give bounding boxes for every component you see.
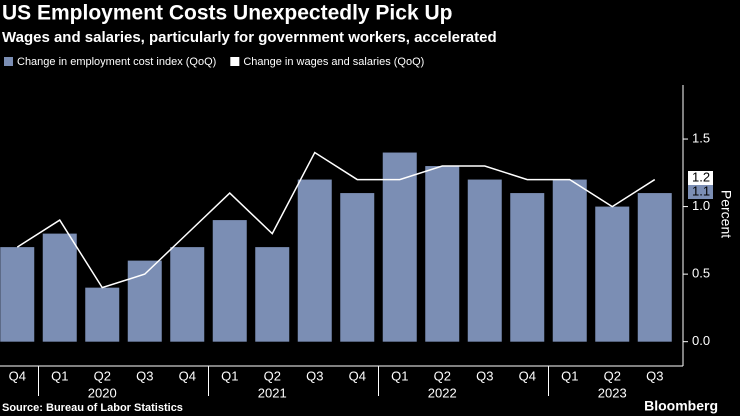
line	[16, 151, 656, 289]
x-tick-label: Q3	[306, 368, 323, 383]
bar	[127, 260, 162, 342]
legend-label: Change in employment cost index (QoQ)	[17, 56, 216, 68]
bar	[340, 193, 375, 342]
bar	[297, 179, 332, 342]
x-tick-label: Q3	[136, 368, 153, 383]
legend-label: Change in wages and salaries (QoQ)	[243, 56, 424, 68]
x-tick-label: Q4	[9, 368, 26, 383]
bar	[212, 220, 247, 342]
x-tick-label: Q3	[476, 368, 493, 383]
chart-subtitle: Wages and salaries, particularly for gov…	[2, 29, 497, 46]
x-tick-label: Q1	[561, 368, 578, 383]
value-label: 1.1	[692, 183, 710, 198]
x-tick-label: Q4	[519, 368, 536, 383]
bar	[382, 152, 417, 342]
x-tick-label: Q3	[646, 368, 663, 383]
x-tick-label: Q2	[604, 368, 621, 383]
y-tick-label: 1.5	[692, 130, 710, 145]
brand: Bloomberg	[644, 398, 718, 414]
value-label: 1.2	[692, 169, 710, 184]
bar	[42, 233, 77, 342]
x-tick-label: Q2	[434, 368, 451, 383]
bar	[637, 193, 672, 342]
y-tick-label: 0.0	[692, 333, 710, 348]
x-group-label: 2020	[88, 385, 117, 400]
x-tick-label: Q1	[221, 368, 238, 383]
x-group-label: 2023	[598, 385, 627, 400]
x-tick-label: Q1	[51, 368, 68, 383]
x-tick-label: Q4	[179, 368, 196, 383]
bar	[510, 193, 545, 342]
x-tick-label: Q4	[349, 368, 366, 383]
x-group-label: 2022	[428, 385, 457, 400]
bar	[552, 179, 587, 342]
bar	[425, 166, 460, 342]
x-tick-label: Q2	[94, 368, 111, 383]
x-group-label: 2021	[258, 385, 287, 400]
source: Source: Bureau of Labor Statistics	[2, 402, 183, 414]
y-tick-label: 1.0	[692, 198, 710, 213]
chart-title: US Employment Costs Unexpectedly Pick Up	[2, 2, 452, 25]
bar	[595, 206, 630, 342]
value-label-box	[688, 171, 713, 185]
bar	[85, 287, 120, 342]
bar	[0, 247, 35, 342]
x-tick-label: Q2	[264, 368, 281, 383]
y-axis-title: Percent	[718, 190, 734, 238]
legend-swatch	[230, 57, 240, 66]
value-label-box	[688, 185, 713, 199]
bar	[467, 179, 502, 342]
legend-swatch	[4, 57, 13, 66]
x-tick-label: Q1	[391, 368, 408, 383]
bar	[255, 247, 290, 342]
y-tick-label: 0.5	[692, 266, 710, 281]
bar	[170, 247, 205, 342]
